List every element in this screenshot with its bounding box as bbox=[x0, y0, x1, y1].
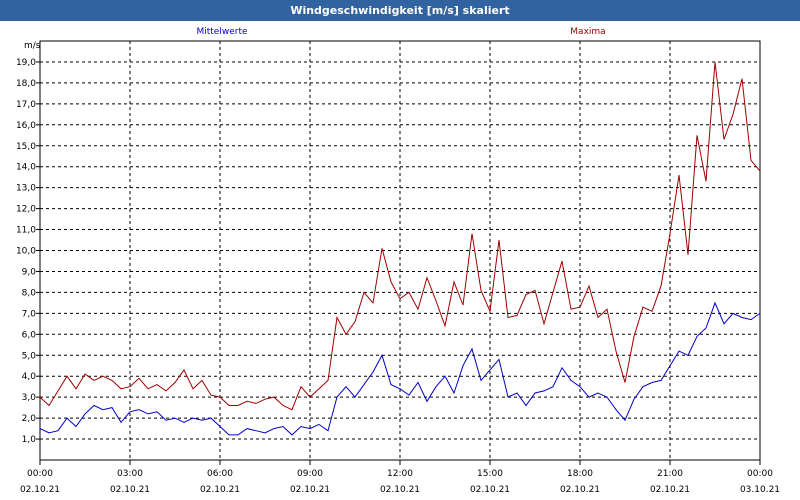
y-tick-label: 13,0 bbox=[16, 184, 36, 194]
y-tick-label: 14,0 bbox=[16, 163, 36, 173]
y-tick-label: 15,0 bbox=[16, 142, 36, 152]
y-tick-label: 18,0 bbox=[16, 79, 36, 89]
x-tick-date: 02.10.21 bbox=[650, 485, 690, 495]
y-tick-label: 4,0 bbox=[22, 372, 37, 382]
x-tick-time: 00:00 bbox=[747, 469, 773, 479]
y-tick-label: 2,0 bbox=[22, 414, 37, 424]
y-tick-label: 16,0 bbox=[16, 121, 36, 131]
x-tick-date: 03.10.21 bbox=[740, 485, 780, 495]
wind-speed-chart: m/s Mittelwerte Maxima 1,0 2,0 3,0 4,0 5,0 6,… bbox=[16, 27, 780, 495]
y-tick-label: 6,0 bbox=[22, 330, 37, 340]
y-tick-label: 3,0 bbox=[22, 393, 37, 403]
x-tick-date: 02.10.21 bbox=[560, 485, 600, 495]
legend-maxima: Maxima bbox=[570, 27, 605, 37]
x-tick-time: 15:00 bbox=[477, 469, 503, 479]
legend-mittelwerte: Mittelwerte bbox=[196, 27, 247, 37]
x-tick-date: 02.10.21 bbox=[380, 485, 420, 495]
x-tick-time: 00:00 bbox=[27, 469, 53, 479]
y-tick-label: 10,0 bbox=[16, 247, 36, 257]
x-tick-date: 02.10.21 bbox=[290, 485, 330, 495]
chart-title: Windgeschwindigkeit [m/s] skaliert bbox=[0, 0, 800, 21]
y-tick-label: 1,0 bbox=[22, 435, 37, 445]
x-tick-date: 02.10.21 bbox=[200, 485, 240, 495]
y-tick-label: 17,0 bbox=[16, 100, 36, 110]
x-tick-time: 06:00 bbox=[207, 469, 233, 479]
x-tick-time: 18:00 bbox=[567, 469, 593, 479]
x-tick-date: 02.10.21 bbox=[20, 485, 60, 495]
x-tick-date: 02.10.21 bbox=[110, 485, 150, 495]
y-tick-label: 8,0 bbox=[22, 288, 37, 298]
y-axis-unit: m/s bbox=[24, 41, 41, 51]
y-tick-label: 9,0 bbox=[22, 267, 37, 277]
x-tick-time: 21:00 bbox=[657, 469, 683, 479]
x-tick-time: 09:00 bbox=[297, 469, 323, 479]
series-line-mittelwerte bbox=[39, 301, 761, 436]
y-tick-label: 12,0 bbox=[16, 205, 36, 215]
x-tick-time: 03:00 bbox=[117, 469, 143, 479]
x-tick-date: 02.10.21 bbox=[470, 485, 510, 495]
series-line-maxima bbox=[39, 61, 761, 411]
y-tick-label: 7,0 bbox=[22, 309, 37, 319]
y-tick-label: 5,0 bbox=[22, 351, 37, 361]
y-tick-label: 19,0 bbox=[16, 58, 36, 68]
x-tick-time: 12:00 bbox=[387, 469, 413, 479]
y-tick-label: 11,0 bbox=[16, 226, 36, 236]
